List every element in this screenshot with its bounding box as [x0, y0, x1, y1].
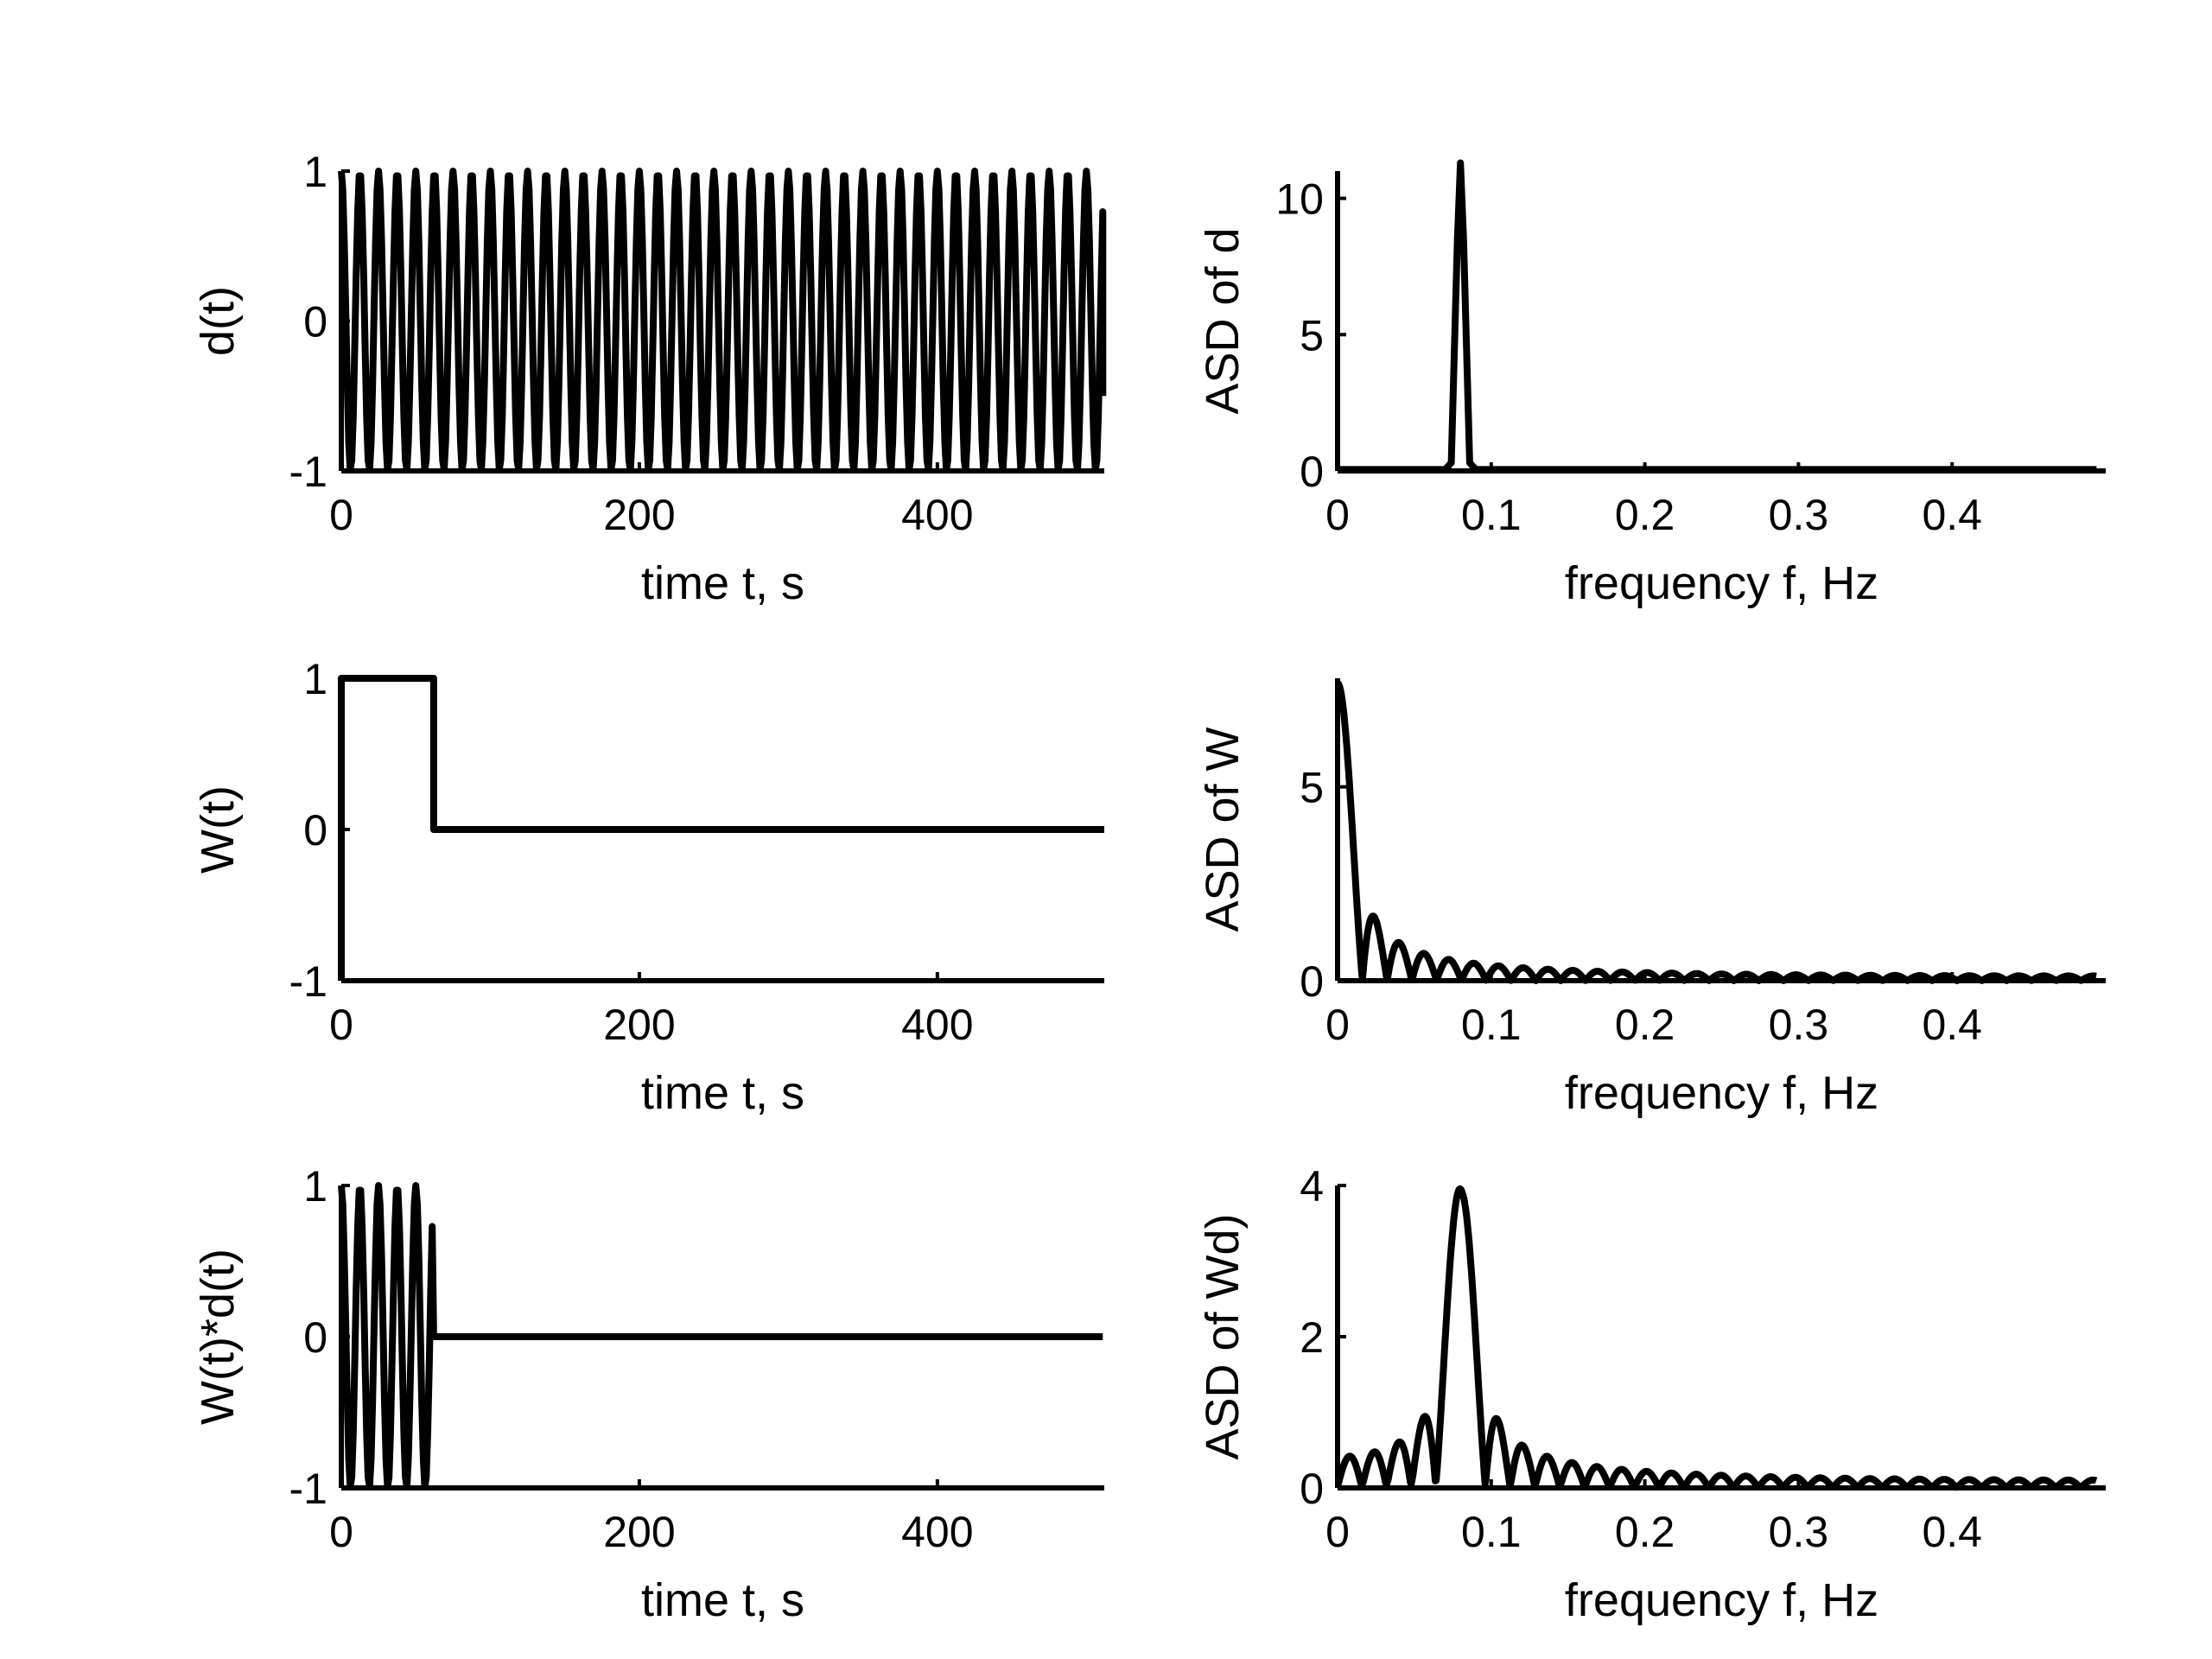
series-line-asd_Wd [1335, 1185, 2099, 1491]
x-tick-label: 0 [329, 1001, 353, 1049]
y-tick-label: 2 [1300, 1313, 1324, 1362]
series-line-W [338, 675, 1104, 981]
y-tick-label: 0 [303, 1313, 327, 1362]
y-tick-label: 5 [1300, 764, 1324, 812]
y-axis-label: ASD of Wd) [1197, 1213, 1249, 1459]
x-axis-label: time t, s [641, 1067, 804, 1119]
x-tick-label: 0.1 [1461, 1001, 1522, 1049]
x-tick-label: 0.1 [1461, 491, 1522, 539]
x-tick-label: 400 [901, 1508, 973, 1556]
y-tick-label: 0 [1300, 1465, 1324, 1513]
x-tick-label: 0.4 [1922, 491, 1982, 539]
chart-panel-asd_W: 0 0.1 0.2 0.3 0.4 0 5 frequency f, Hz ASD of W [1197, 678, 2106, 1119]
x-axis-label: time t, s [641, 1574, 804, 1626]
y-tick-label: -1 [289, 448, 327, 496]
x-tick-label: 0.2 [1615, 491, 1675, 539]
y-tick-label: -1 [289, 957, 327, 1006]
y-tick-label: 0 [1300, 448, 1324, 496]
chart-panel-asd_d: 0 0.1 0.2 0.3 0.4 0 5 10 frequency f, Hz ASD of d [1197, 159, 2106, 609]
x-tick-label: 400 [901, 1001, 973, 1049]
y-tick-label: 1 [303, 1162, 327, 1211]
y-axis-label: ASD of d [1197, 227, 1249, 414]
x-tick-label: 0 [329, 491, 353, 539]
series-line-asd_W [1335, 680, 2099, 984]
x-tick-label: 0.4 [1922, 1508, 1982, 1556]
x-axis-label: frequency f, Hz [1565, 1574, 1878, 1626]
x-tick-label: 0.2 [1615, 1001, 1675, 1049]
y-tick-label: 10 [1275, 175, 1324, 224]
y-tick-label: -1 [289, 1465, 327, 1513]
x-axis-label: time t, s [641, 557, 804, 609]
x-tick-label: 200 [603, 1001, 675, 1049]
x-tick-label: 0 [1325, 491, 1350, 539]
chart-panel-asd_Wd: 0 0.1 0.2 0.3 0.4 0 2 4 frequency f, Hz ASD of Wd… [1197, 1162, 2106, 1626]
y-tick-label: 1 [303, 148, 327, 196]
series-line-d [338, 168, 1107, 474]
x-tick-label: 0 [1325, 1001, 1350, 1049]
y-tick-label: 1 [303, 655, 327, 703]
x-tick-label: 0.4 [1922, 1001, 1982, 1049]
x-tick-label: 0.2 [1615, 1508, 1675, 1556]
x-axis-label: frequency f, Hz [1565, 557, 1878, 609]
x-tick-label: 0.3 [1769, 1001, 1829, 1049]
series-line-asd_d [1338, 159, 2097, 474]
x-tick-label: 0.3 [1769, 491, 1829, 539]
x-tick-label: 0 [329, 1508, 353, 1556]
y-axis-label: W(t)*d(t) [192, 1249, 244, 1425]
y-tick-label: 0 [303, 298, 327, 346]
y-axis-label: ASD of W [1197, 727, 1249, 931]
y-tick-label: 4 [1300, 1162, 1324, 1211]
x-tick-label: 0.3 [1769, 1508, 1829, 1556]
y-tick-label: 5 [1300, 311, 1324, 359]
y-axis-label: W(t) [192, 785, 244, 874]
x-tick-label: 200 [603, 1508, 675, 1556]
y-tick-label: 0 [1300, 957, 1324, 1006]
x-tick-label: 0 [1325, 1508, 1350, 1556]
x-tick-label: 400 [901, 491, 973, 539]
y-axis-label: d(t) [192, 286, 244, 356]
x-tick-label: 200 [603, 491, 675, 539]
x-axis-label: frequency f, Hz [1565, 1067, 1878, 1119]
y-tick-label: 0 [303, 806, 327, 855]
x-tick-label: 0.1 [1461, 1508, 1522, 1556]
series-line-Wd [338, 1182, 1105, 1491]
